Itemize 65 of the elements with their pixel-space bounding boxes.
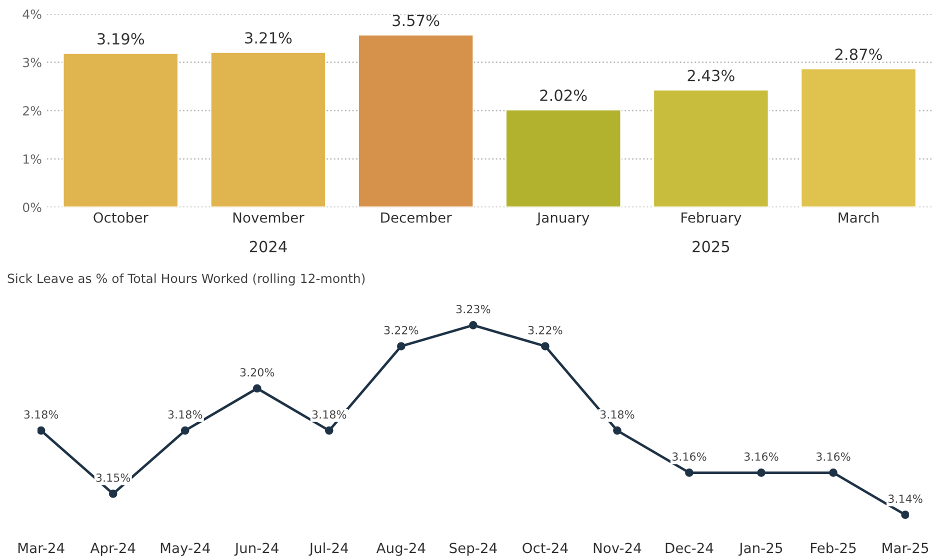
x-tick-label: Jun-24 <box>234 542 279 556</box>
point <box>180 426 190 435</box>
y-tick-label: 1% <box>24 154 42 164</box>
y-tick-label: 4% <box>22 9 42 19</box>
point <box>108 490 118 498</box>
bar <box>800 68 917 208</box>
x-tick-label: Dec-24 <box>666 542 714 554</box>
x-tick-label: Apr-24 <box>90 542 136 556</box>
x-tick-label: December <box>381 212 452 223</box>
data-label: 3.57% <box>392 14 440 26</box>
x-tick-label: October <box>94 212 148 223</box>
data-label: 3.15% <box>96 473 130 482</box>
y-tick-label: 2% <box>23 106 42 116</box>
x-tick-label: Oct-24 <box>522 542 568 554</box>
bar <box>505 108 622 208</box>
data-label: 2.43% <box>688 70 734 82</box>
point <box>324 426 334 435</box>
text: 2024 <box>250 240 287 252</box>
x-tick-label: February <box>682 212 742 226</box>
x-tick-label: Jul-24 <box>308 542 348 556</box>
data-label: 3.18% <box>24 410 58 419</box>
point <box>901 510 909 520</box>
x-tick-label: May-24 <box>160 542 210 556</box>
data-label: 2.87% <box>835 48 882 60</box>
data-label: 3.18% <box>600 410 634 419</box>
bar <box>62 52 179 208</box>
data-label: 3.20% <box>240 368 274 377</box>
x-tick-label: Feb-25 <box>811 542 856 554</box>
point <box>757 468 766 477</box>
point <box>397 342 406 350</box>
data-label: 3.19% <box>98 33 144 45</box>
data-label: 3.16% <box>744 452 778 461</box>
point <box>541 342 550 350</box>
y-tick-label: 0% <box>22 202 42 212</box>
point <box>37 426 46 435</box>
x-tick-label: Sep-24 <box>450 542 497 556</box>
bar <box>652 89 770 208</box>
chart-title: Sick Leave as % of Total Hours Worked (rolling 12-month) <box>8 273 365 286</box>
x-tick-label: Mar-25 <box>882 542 928 554</box>
data-label: 3.21% <box>245 32 292 44</box>
point <box>252 384 262 393</box>
point <box>469 320 478 330</box>
x-tick-label: Jan-25 <box>738 542 782 556</box>
data-label: 3.22% <box>384 326 418 334</box>
point <box>685 468 694 477</box>
data-label: 2.02% <box>540 90 587 102</box>
y-tick-label: 3% <box>23 58 42 68</box>
point <box>829 468 838 477</box>
x-tick-label: Mar-24 <box>18 542 64 554</box>
data-label: 3.14% <box>888 494 922 503</box>
x-tick-label: March <box>838 212 879 223</box>
x-tick-label: Nov-24 <box>594 542 642 554</box>
data-label: 3.18% <box>312 410 346 419</box>
x-tick-label: November <box>233 212 304 223</box>
data-label: 3.16% <box>816 452 850 461</box>
data-label: 3.18% <box>168 410 202 419</box>
x-tick-label: January <box>536 212 590 226</box>
data-label: 3.16% <box>672 452 706 461</box>
text: 2025 <box>692 240 730 252</box>
point <box>613 426 622 435</box>
data-label: 3.23% <box>456 304 490 314</box>
bar <box>210 51 326 208</box>
data-label: 3.22% <box>528 326 562 334</box>
x-tick-label: Aug-24 <box>376 542 426 556</box>
bar <box>358 34 474 208</box>
